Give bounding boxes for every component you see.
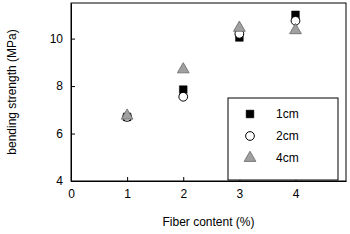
y-tick-label: 8 [56,79,63,93]
legend-symbol [246,110,254,118]
x-tick-label: 1 [124,187,131,201]
legend-symbol [246,132,255,141]
point [177,63,189,73]
x-tick-label: 0 [68,187,75,201]
y-tick-label: 4 [56,174,63,188]
y-axis-line [71,4,72,182]
chart: 0 1 2 3 4 4 6 8 10 1cm 2cm 4cm Fiber content (%) bend… [0,0,350,234]
y-tick: 4 [56,174,75,188]
legend-symbol [244,151,256,161]
y-tick-mark [71,181,75,182]
x-tick-label: 3 [237,187,244,201]
y-axis-title: bending strength (MPa) [5,29,19,154]
y-tick: 6 [56,127,75,141]
x-tick: 4 [293,177,300,201]
y-tick-mark [71,86,75,87]
x-tick: 2 [180,177,187,201]
x-tick-label: 2 [180,187,187,201]
y-axis: 4 6 8 10 [50,4,75,189]
legend: 1cm 2cm 4cm [228,98,338,180]
y-tick-mark [71,39,75,40]
point [290,23,302,33]
x-tick-mark [127,177,128,181]
point [121,109,133,119]
legend-label: 2cm [276,129,299,143]
legend-label: 4cm [276,151,299,165]
legend-label: 1cm [276,107,299,121]
y-tick-label: 6 [56,127,63,141]
legend-box [228,98,338,180]
point [179,92,188,101]
x-axis: 0 1 2 3 4 [68,177,346,201]
x-axis-title: Fiber content (%) [162,215,254,229]
plot: 0 1 2 3 4 4 6 8 10 1cm 2cm 4cm [50,3,347,201]
x-tick-label: 4 [293,187,300,201]
point [233,21,245,31]
plot-frame [71,3,346,181]
x-tick-mark [183,177,184,181]
x-tick: 1 [124,177,131,201]
y-tick: 10 [50,32,75,46]
y-tick-mark [71,134,75,135]
x-tick: 3 [237,177,244,201]
x-axis-line [72,181,347,182]
y-tick-label: 10 [50,32,64,46]
y-tick: 8 [56,79,75,93]
